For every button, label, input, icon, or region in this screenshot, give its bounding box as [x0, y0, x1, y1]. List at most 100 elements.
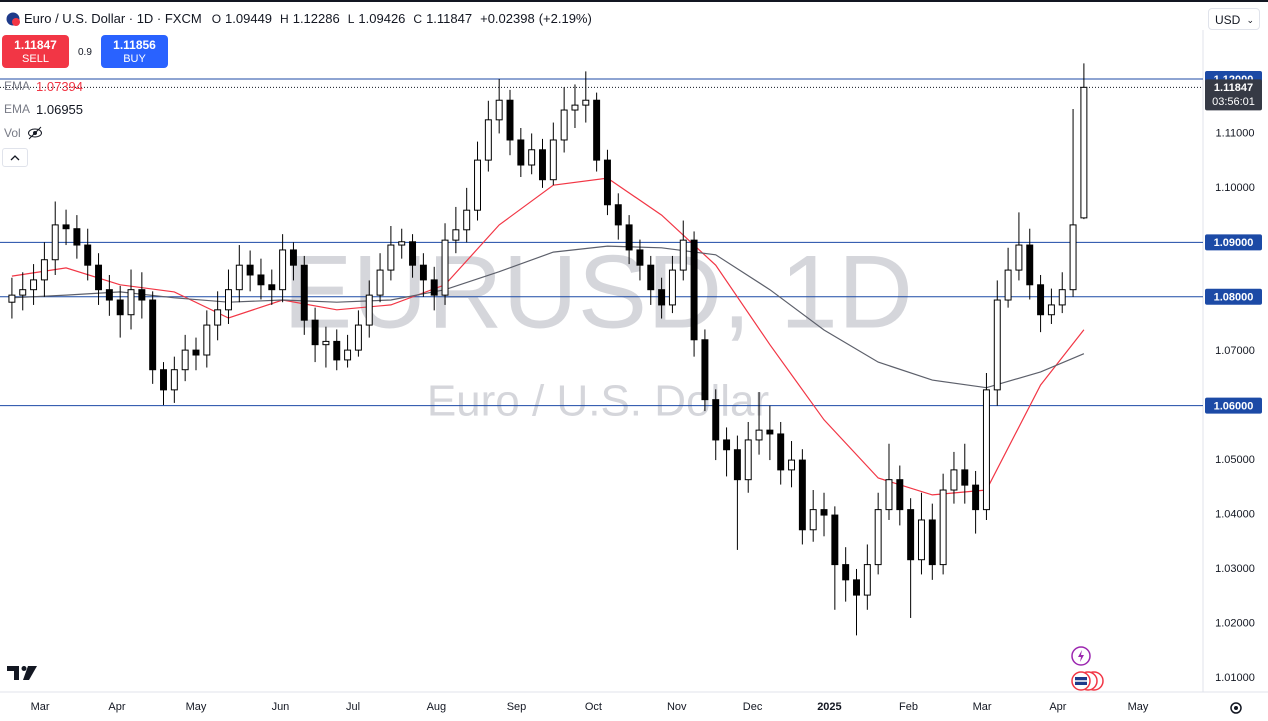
ema-legend[interactable]: EMA 1.07394 [4, 79, 83, 94]
sell-price: 1.11847 [14, 38, 57, 52]
candle-body [961, 469, 969, 486]
candle-body [235, 264, 243, 291]
y-tick-label: 1.05000 [1215, 454, 1255, 466]
candle-body [907, 509, 915, 561]
x-tick-label: May [186, 701, 207, 713]
sell-label: SELL [22, 53, 49, 65]
level-label: 1.08000 [1214, 292, 1254, 304]
x-tick-label: Sep [507, 701, 527, 713]
candle-body [441, 239, 449, 296]
candle-body [138, 289, 146, 301]
candle-body [755, 429, 763, 441]
candle-body [820, 509, 828, 516]
ema-line [11, 245, 1085, 389]
close-label: C [413, 11, 423, 26]
collapse-button[interactable] [2, 148, 28, 167]
candle-body [831, 514, 839, 566]
legend-value: 1.06955 [36, 102, 84, 117]
y-tick-label: 1.04000 [1215, 508, 1255, 520]
x-tick-label: Jul [346, 701, 360, 713]
candle-body [51, 224, 59, 261]
candle-body [203, 324, 211, 356]
candle-body [668, 269, 676, 306]
candle-body [268, 284, 276, 291]
hidden-icon[interactable] [27, 126, 43, 140]
x-tick-label: Oct [585, 701, 602, 713]
candle-body [257, 274, 265, 286]
candle-body [603, 159, 611, 206]
x-tick-label: Mar [973, 701, 992, 713]
candle-body [701, 339, 709, 401]
candle-body [30, 279, 38, 291]
candle-body [766, 429, 774, 435]
low-label: L [347, 11, 355, 26]
ema-line [11, 177, 1085, 496]
candle-body [333, 340, 341, 361]
open-label: O [211, 11, 222, 26]
y-tick-label: 1.11000 [1216, 127, 1255, 139]
candle-body [690, 239, 698, 341]
x-tick-label: May [1128, 701, 1149, 713]
candle-body [733, 449, 741, 481]
buy-price: 1.11856 [113, 38, 156, 52]
candle-body [982, 389, 990, 511]
candle-body [289, 249, 297, 266]
x-tick-label: Jun [272, 701, 290, 713]
candle-body [474, 159, 481, 211]
candle-body [571, 104, 579, 111]
candle-body [387, 244, 395, 271]
candle-body [593, 99, 601, 161]
candle-body [344, 349, 352, 361]
candle-body [972, 484, 980, 511]
ema-legend[interactable]: EMA 1.06955 [4, 102, 83, 117]
candle-body [658, 289, 666, 306]
candle-body [279, 249, 287, 291]
candle-body [777, 433, 785, 471]
candle-body [149, 299, 157, 371]
symbol-header: Euro / U.S. Dollar · 1D · FXCM O 1.09449 … [6, 11, 592, 26]
flag-icon [6, 12, 20, 26]
candle-body [430, 279, 438, 296]
y-tick-label: 1.02000 [1215, 617, 1255, 629]
candle-body [365, 294, 373, 326]
high-value: 1.12286 [292, 11, 340, 26]
candle-body [582, 99, 590, 106]
candle-body [1015, 244, 1023, 271]
x-tick-label: Aug [427, 701, 447, 713]
candle-body [376, 269, 384, 296]
candle-body [246, 264, 254, 276]
x-tick-label: Nov [667, 701, 687, 713]
candle-body [560, 109, 568, 141]
candle-body [62, 224, 70, 230]
candle-body [1069, 224, 1077, 291]
level-label-box [1205, 288, 1262, 305]
y-tick-label: 1.03000 [1215, 563, 1255, 575]
candle-body [1026, 244, 1034, 286]
settings-icon[interactable] [1230, 702, 1242, 714]
change-percent: (+2.19%) [538, 11, 592, 26]
candle-body [647, 264, 655, 291]
currency-select[interactable]: USD ⌄ [1208, 8, 1260, 30]
volume-legend[interactable]: Vol [4, 126, 43, 140]
candle-body [744, 439, 752, 481]
candle-body [798, 459, 806, 531]
candle-body [809, 509, 817, 531]
current-price-label: 1.11847 [1214, 82, 1253, 94]
candle-body [484, 119, 492, 161]
candle-body [398, 241, 406, 246]
event-icons[interactable] [1071, 646, 1104, 691]
countdown-label: 03:56:01 [1212, 96, 1255, 108]
candle-body [73, 228, 81, 246]
sell-button[interactable]: 1.11847 SELL [2, 35, 69, 68]
candle-body [214, 309, 222, 326]
candle-body [993, 299, 1001, 391]
change: +0.02398 [480, 11, 535, 26]
y-tick-label: 1.10000 [1215, 182, 1255, 194]
candle-body [950, 469, 958, 491]
candle-body [463, 209, 471, 231]
y-tick-label: 1.07000 [1215, 345, 1255, 357]
buy-button[interactable]: 1.11856 BUY [101, 35, 168, 68]
legend-value: 1.07394 [36, 79, 84, 94]
symbol-title[interactable]: Euro / U.S. Dollar · 1D · FXCM [24, 11, 202, 26]
